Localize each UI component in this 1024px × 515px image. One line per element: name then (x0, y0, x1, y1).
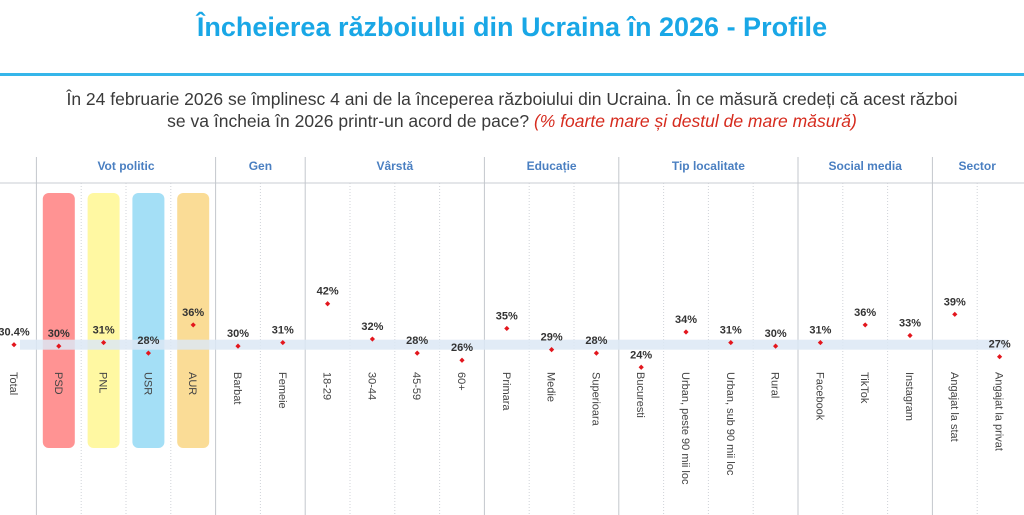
marker-superioara (593, 350, 599, 356)
category-label-psd: PSD (52, 372, 64, 395)
value-label-aur: 36% (182, 307, 204, 319)
question-note: (% foarte mare și destul de mare măsură) (533, 111, 857, 131)
category-label-18-29: 18-29 (321, 372, 333, 400)
category-label-angajat-la-stat: Angajat la stat (948, 372, 960, 442)
category-label-urban-sub-90-mii-loc: Urban, sub 90 mii loc (724, 372, 736, 476)
marker-angajat-la-privat (997, 354, 1003, 360)
category-label-total: Total (7, 372, 19, 395)
marker-medie (549, 347, 555, 353)
value-label-angajat-la-stat: 39% (944, 296, 966, 308)
highlight-bar-usr (132, 193, 165, 448)
value-label-psd: 30% (48, 328, 70, 340)
value-label-45-59: 28% (406, 335, 428, 347)
value-label-barbat: 30% (227, 328, 249, 340)
total-reference-band (20, 339, 1008, 350)
marker-barbat (235, 343, 241, 349)
category-label-usr: USR (141, 372, 153, 395)
chart-subtitle: În 24 februarie 2026 se împlinesc 4 ani … (60, 88, 964, 132)
value-label-urban-sub-90-mii-loc: 31% (720, 325, 742, 337)
value-label-pnl: 31% (93, 325, 115, 337)
category-label-bucuresti: Bucuresti (634, 372, 646, 418)
question-text: În 24 februarie 2026 se împlinesc 4 ani … (66, 89, 958, 131)
highlight-bar-pnl (87, 193, 120, 448)
marker-psd (56, 343, 62, 349)
category-label-facebook: Facebook (813, 372, 825, 421)
marker-tiktok (862, 322, 868, 328)
marker-pnl (101, 339, 107, 346)
value-label-superioara: 28% (585, 335, 607, 347)
value-label-medie: 29% (541, 332, 563, 344)
category-label-30-44: 30-44 (365, 372, 377, 400)
value-label-30-44: 32% (361, 321, 383, 333)
category-label-superioara: Superioara (589, 372, 601, 427)
marker-60 (459, 357, 465, 363)
category-label-femeie: Femeie (276, 372, 288, 409)
marker-facebook (817, 339, 823, 346)
marker-angajat-la-stat (952, 311, 958, 317)
marker-urban-sub-90-mii-loc (728, 339, 734, 346)
value-label-bucuresti: 24% (630, 349, 652, 361)
highlight-bar-psd (42, 193, 75, 448)
group-header-gen: Gen (249, 159, 272, 173)
category-label-pnl: PNL (97, 372, 109, 393)
category-label-barbat: Barbat (231, 372, 243, 404)
category-label-60: 60+ (455, 372, 467, 391)
value-label-total: 30.4% (0, 327, 30, 339)
chart-title: Încheierea războiului din Ucraina în 202… (196, 12, 828, 42)
category-label-tiktok: TikTok (858, 372, 870, 404)
category-label-instagram: Instagram (903, 372, 915, 421)
value-label-primara: 35% (496, 310, 518, 322)
value-label-usr: 28% (137, 335, 159, 347)
marker-30-44 (369, 336, 375, 342)
group-header-tip-localitate: Tip localitate (672, 159, 745, 173)
marker-total (11, 342, 17, 348)
group-header-social-media: Social media (829, 159, 903, 173)
category-label-aur: AUR (186, 372, 198, 395)
marker-primara (504, 325, 510, 332)
group-header-vot-politic: Vot politic (97, 159, 154, 173)
marker-femeie (280, 339, 286, 346)
marker-bucuresti (638, 364, 644, 370)
marker-usr (145, 350, 151, 356)
group-header-sector: Sector (959, 159, 997, 173)
value-label-urban-peste-90-mii-loc: 34% (675, 314, 697, 326)
value-label-instagram: 33% (899, 318, 921, 330)
marker-18-29 (325, 301, 331, 307)
category-label-rural: Rural (769, 372, 781, 398)
marker-aur (190, 322, 196, 328)
value-label-60: 26% (451, 342, 473, 354)
value-label-facebook: 31% (809, 325, 831, 337)
category-label-angajat-la-privat: Angajat la privat (993, 372, 1005, 451)
value-label-femeie: 31% (272, 325, 294, 337)
title-divider (0, 73, 1024, 76)
group-header-varsta: Vârstă (376, 159, 413, 173)
value-label-18-29: 42% (317, 286, 339, 298)
category-label-primara: Primara (500, 372, 512, 411)
category-label-urban-peste-90-mii-loc: Urban, peste 90 mii loc (679, 372, 691, 485)
category-label-45-59: 45-59 (410, 372, 422, 400)
marker-urban-peste-90-mii-loc (683, 329, 689, 335)
value-label-rural: 30% (765, 328, 787, 340)
marker-45-59 (414, 350, 420, 356)
category-label-medie: Medie (545, 372, 557, 402)
marker-instagram (907, 332, 913, 339)
group-header-educatie: Educație (527, 159, 577, 173)
value-label-angajat-la-privat: 27% (989, 339, 1011, 351)
marker-rural (773, 343, 779, 349)
value-label-tiktok: 36% (854, 307, 876, 319)
highlight-bar-aur (177, 193, 210, 448)
